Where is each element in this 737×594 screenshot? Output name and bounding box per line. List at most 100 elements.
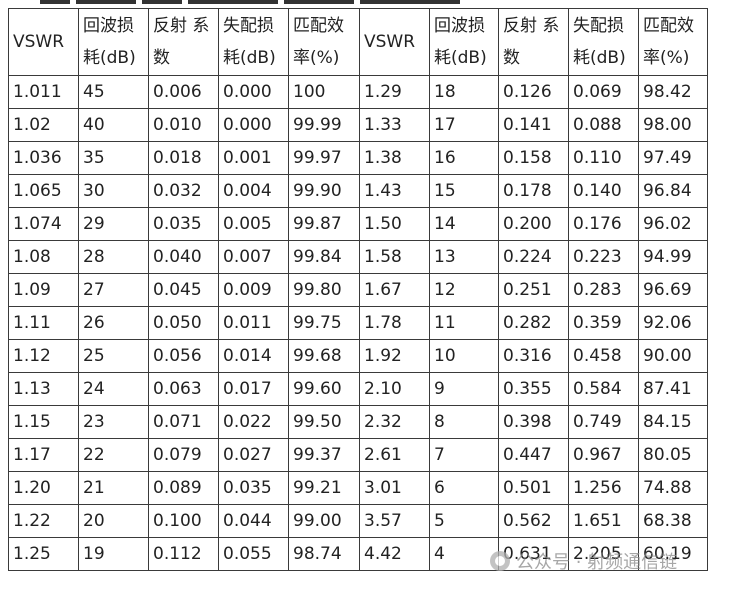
table-cell: 0.316: [498, 339, 569, 373]
table-cell: 28: [78, 240, 149, 274]
table-cell: 87.41: [638, 372, 708, 406]
table-cell: 0.110: [568, 141, 639, 175]
table-cell: 0.224: [498, 240, 569, 274]
table-cell: 2.32: [359, 405, 430, 439]
table-cell: 0.009: [218, 273, 289, 307]
table-cell: 0.000: [218, 108, 289, 142]
table-cell: 12: [429, 273, 499, 307]
table-cell: 0.050: [148, 306, 219, 340]
column-header-text: VSWR: [364, 32, 416, 52]
table-cell: 1.38: [359, 141, 430, 175]
table-cell: 98.42: [638, 75, 708, 109]
table-cell: 99.00: [288, 504, 360, 538]
table-cell: 1.13: [8, 372, 79, 406]
table-cell: 0.001: [218, 141, 289, 175]
table-cell: 23: [78, 405, 149, 439]
column-header-text: 耗(dB): [573, 48, 626, 68]
table-cell: 98.00: [638, 108, 708, 142]
table-cell: 1.92: [359, 339, 430, 373]
table-cell: 0.501: [498, 471, 569, 505]
table-cell: 0.000: [218, 75, 289, 109]
table-cell: 0.126: [498, 75, 569, 109]
table-cell: 1.29: [359, 75, 430, 109]
table-cell: 0.007: [218, 240, 289, 274]
column-header: 反射 系数: [498, 8, 569, 76]
table-cell: 15: [429, 174, 499, 208]
table-cell: 7: [429, 438, 499, 472]
table-cell: 0.283: [568, 273, 639, 307]
table-cell: 80.05: [638, 438, 708, 472]
table-row: 1.22 20 0.100 0.044 99.00 3.57 5 0.562 1.651 68.3…: [8, 504, 708, 538]
table-cell: 25: [78, 339, 149, 373]
column-header-text: 耗(dB): [223, 48, 276, 68]
table-cell: 0.176: [568, 207, 639, 241]
column-header: 匹配效率(%): [638, 8, 708, 76]
table-cell: 0.631: [498, 537, 569, 571]
column-header-text: VSWR: [13, 32, 65, 52]
table-cell: 29: [78, 207, 149, 241]
table-cell: 0.018: [148, 141, 219, 175]
table-row: 1.17 22 0.079 0.027 99.37 2.61 7 0.447 0.967 80.0…: [8, 438, 708, 472]
table-cell: 99.80: [288, 273, 360, 307]
column-header-text: 匹配效: [643, 16, 694, 36]
table-cell: 1.50: [359, 207, 430, 241]
table-cell: 0.562: [498, 504, 569, 538]
table-cell: 0.355: [498, 372, 569, 406]
table-cell: 0.027: [218, 438, 289, 472]
column-header-text: 失配损: [573, 16, 624, 36]
table-cell: 1.12: [8, 339, 79, 373]
table-cell: 84.15: [638, 405, 708, 439]
column-header-text: 回波损: [434, 16, 485, 36]
table-cell: 27: [78, 273, 149, 307]
table-cell: 10: [429, 339, 499, 373]
table-cell: 0.359: [568, 306, 639, 340]
table-cell: 1.651: [568, 504, 639, 538]
table-row: 1.09 27 0.045 0.009 99.80 1.67 12 0.251 0.283 96.…: [8, 273, 708, 307]
table-cell: 94.99: [638, 240, 708, 274]
table-cell: 0.079: [148, 438, 219, 472]
table-cell: 99.84: [288, 240, 360, 274]
table-cell: 0.282: [498, 306, 569, 340]
table-row: 1.12 25 0.056 0.014 99.68 1.92 10 0.316 0.458 90.…: [8, 339, 708, 373]
table-cell: 99.68: [288, 339, 360, 373]
table-cell: 4.42: [359, 537, 430, 571]
column-header-text: 率(%): [643, 48, 690, 68]
column-header: 匹配效 率(%): [288, 8, 360, 76]
column-header-text: 反射 系: [153, 16, 210, 36]
table-cell: 96.02: [638, 207, 708, 241]
table-row: 1.02 40 0.010 0.000 99.99 1.33 17 0.141 0.088 98.…: [8, 108, 708, 142]
table-cell: 0.017: [218, 372, 289, 406]
table-row: 1.036 35 0.018 0.001 99.97 1.38 16 0.158 0.110 97…: [8, 141, 708, 175]
table-row: 1.065 30 0.032 0.004 99.90 1.43 15 0.178 0.140 96…: [8, 174, 708, 208]
table-cell: 0.035: [148, 207, 219, 241]
table-cell: 99.75: [288, 306, 360, 340]
table-cell: 99.37: [288, 438, 360, 472]
table-cell: 99.90: [288, 174, 360, 208]
table-row: 1.11 26 0.050 0.011 99.75 1.78 11 0.282 0.359 92.…: [8, 306, 708, 340]
table-cell: 0.158: [498, 141, 569, 175]
table-cell: 3.01: [359, 471, 430, 505]
table-cell: 96.84: [638, 174, 708, 208]
table-cell: 20: [78, 504, 149, 538]
column-header-text: 回波损: [83, 16, 134, 36]
table-cell: 1.22: [8, 504, 79, 538]
table-cell: 0.056: [148, 339, 219, 373]
table-cell: 0.022: [218, 405, 289, 439]
table-cell: 99.97: [288, 141, 360, 175]
table-row: 1.13 24 0.063 0.017 99.60 2.10 9 0.355 0.584 87.4…: [8, 372, 708, 406]
table-row: 1.15 23 0.071 0.022 99.50 2.32 8 0.398 0.749 84.1…: [8, 405, 708, 439]
table-cell: 40: [78, 108, 149, 142]
table-cell: 45: [78, 75, 149, 109]
table-cell: 0.071: [148, 405, 219, 439]
table-cell: 11: [429, 306, 499, 340]
column-header: 回波损 耗(dB): [78, 8, 149, 76]
table-cell: 1.074: [8, 207, 79, 241]
table-cell: 5: [429, 504, 499, 538]
table-cell: 0.088: [568, 108, 639, 142]
table-cell: 0.223: [568, 240, 639, 274]
table-cell: 0.044: [218, 504, 289, 538]
table-cell: 0.032: [148, 174, 219, 208]
table-cell: 0.200: [498, 207, 569, 241]
table-cell: 0.040: [148, 240, 219, 274]
table-row: 1.20 21 0.089 0.035 99.21 3.01 6 0.501 1.256 74.8…: [8, 471, 708, 505]
